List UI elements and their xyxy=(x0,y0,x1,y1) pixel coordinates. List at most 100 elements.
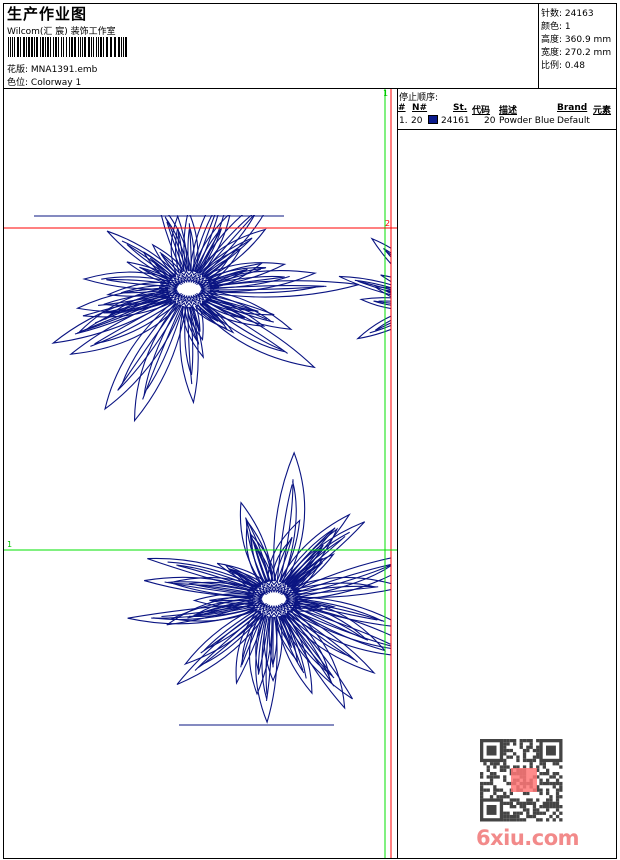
info-value: 1 xyxy=(564,22,571,32)
petal-stroke xyxy=(166,221,186,272)
qr-module xyxy=(496,762,500,766)
petal-stroke xyxy=(209,286,319,294)
qr-module xyxy=(536,768,540,772)
qr-module xyxy=(489,762,494,766)
petal-stroke xyxy=(294,603,363,639)
qr-module xyxy=(513,752,517,756)
qr-module xyxy=(513,814,517,819)
petal-stroke xyxy=(289,557,323,594)
barcode-bar xyxy=(45,37,46,57)
petal-stroke xyxy=(255,586,293,612)
barcode-bar xyxy=(47,37,49,57)
qr-module xyxy=(559,805,563,809)
guide-label: 1 xyxy=(383,89,388,98)
qr-module xyxy=(503,739,507,743)
qr-module xyxy=(549,795,553,799)
qr-module xyxy=(549,775,553,779)
qr-module xyxy=(539,781,543,786)
qr-module xyxy=(542,765,546,769)
qr-module xyxy=(536,739,540,743)
qr-module xyxy=(503,775,507,779)
petal-stroke xyxy=(203,608,258,652)
qr-module xyxy=(546,781,550,786)
qr-module xyxy=(522,748,527,753)
qr-module xyxy=(506,801,510,805)
qr-module xyxy=(529,758,533,763)
qr-module xyxy=(513,765,517,769)
petal-stroke xyxy=(284,528,335,585)
barcode-bar xyxy=(12,37,13,57)
petal-stroke xyxy=(265,616,271,695)
qr-module xyxy=(503,752,507,756)
info-value: 360.9 mm xyxy=(564,35,612,45)
petal-stroke xyxy=(106,281,170,297)
barcode-bar xyxy=(69,37,70,57)
qr-module xyxy=(509,801,513,805)
petal-stroke xyxy=(207,612,261,649)
qr-module xyxy=(555,791,560,796)
qr-module xyxy=(536,745,540,749)
barcode-bar xyxy=(123,37,124,57)
petal-stroke xyxy=(95,303,178,344)
panel-divider xyxy=(397,88,398,859)
petal-stroke xyxy=(205,267,267,279)
qr-module xyxy=(546,788,550,792)
qr-module xyxy=(480,788,484,792)
petal-stroke xyxy=(228,568,260,587)
qr-module xyxy=(559,811,563,815)
qr-module xyxy=(519,805,523,809)
qr-module xyxy=(493,788,497,792)
petal-stroke xyxy=(194,227,223,273)
qr-module xyxy=(506,765,510,769)
qr-module xyxy=(552,781,556,786)
info-stitches: 针数: 24163 xyxy=(541,6,594,19)
qr-module xyxy=(503,811,507,815)
qr-module xyxy=(552,775,556,779)
petal-stroke xyxy=(192,302,229,331)
qr-module xyxy=(480,772,484,776)
petal-stroke xyxy=(209,292,271,322)
qr-module xyxy=(489,772,494,776)
petal-stroke xyxy=(290,576,391,599)
barcode xyxy=(8,37,140,57)
petal-stroke xyxy=(106,279,169,287)
qr-module xyxy=(516,755,520,759)
petal-stroke xyxy=(197,298,316,369)
petal-stroke xyxy=(176,564,258,589)
info-height: 高度: 360.9 mm xyxy=(541,32,611,45)
barcode-bar xyxy=(110,37,112,57)
qr-module xyxy=(506,739,510,743)
qr-module xyxy=(546,745,556,756)
qr-module xyxy=(480,795,484,799)
qr-module xyxy=(516,798,520,802)
qr-module xyxy=(486,768,490,772)
qr-module xyxy=(552,811,556,815)
petal-stroke xyxy=(106,279,170,285)
petal-stroke xyxy=(98,293,170,307)
qr-module xyxy=(522,752,527,756)
qr-module xyxy=(503,758,507,763)
qr-module xyxy=(513,805,517,809)
qr-module xyxy=(516,758,520,763)
qr-module xyxy=(539,811,543,815)
qr-module xyxy=(509,739,513,743)
petal-stroke xyxy=(239,501,274,585)
col-code: 代码 xyxy=(472,106,491,116)
petal-stroke xyxy=(359,297,391,310)
stop-sequence-title: 停止顺序: xyxy=(399,93,439,103)
barcode-bar xyxy=(10,37,11,57)
qr-module xyxy=(549,801,553,805)
qr-module xyxy=(522,765,527,769)
guide-label: 2 xyxy=(385,219,390,228)
petal-stroke xyxy=(249,532,277,584)
qr-module xyxy=(559,788,563,792)
qr-module xyxy=(555,778,560,782)
qr-module xyxy=(509,805,513,809)
petal-stroke xyxy=(209,276,284,288)
petal-stroke xyxy=(200,303,286,353)
qr-module xyxy=(506,755,510,759)
petal-stroke xyxy=(205,290,293,331)
petal-stroke xyxy=(278,513,351,586)
barcode-bar xyxy=(42,37,44,57)
qr-module xyxy=(536,788,540,792)
